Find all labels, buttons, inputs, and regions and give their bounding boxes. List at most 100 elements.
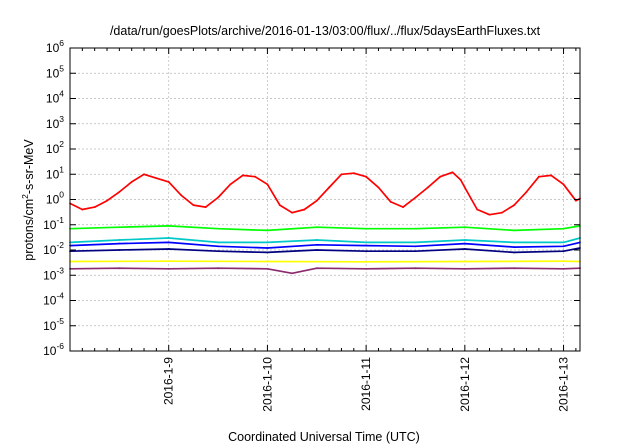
- data-point: [229, 183, 232, 186]
- data-point: [315, 267, 318, 270]
- data-point: [93, 206, 96, 209]
- x-tick-label: 2016-1-9: [162, 357, 176, 405]
- x-tick-label: 2016-1-11: [359, 357, 373, 411]
- data-point: [463, 267, 466, 270]
- series-3: [69, 241, 581, 249]
- data-point: [155, 177, 158, 180]
- data-point: [463, 226, 466, 229]
- data-point: [562, 267, 565, 270]
- data-point: [118, 242, 121, 245]
- data-point: [328, 186, 331, 189]
- x-tick-label: 2016-1-13: [557, 357, 571, 412]
- data-point: [439, 175, 442, 178]
- data-point: [365, 175, 368, 178]
- data-point: [352, 172, 355, 175]
- data-point: [217, 196, 219, 199]
- data-point: [167, 248, 170, 250]
- y-tick-label: 10-4: [43, 291, 64, 308]
- data-point: [315, 226, 318, 229]
- grid: [70, 47, 580, 352]
- y-tick-label: 102: [46, 139, 64, 156]
- data-point: [426, 186, 429, 189]
- data-point: [414, 250, 417, 253]
- data-point: [106, 199, 108, 202]
- series-line: [69, 247, 581, 254]
- y-tick-label: 101: [46, 164, 64, 181]
- data-point: [513, 229, 516, 232]
- data-point: [315, 239, 318, 241]
- data-point: [217, 245, 219, 248]
- data-point: [365, 227, 368, 230]
- data-point: [365, 267, 368, 270]
- x-tick-label: 2016-1-12: [458, 357, 472, 412]
- series-1: [69, 225, 581, 232]
- x-tick-label: 2016-1-10: [260, 357, 274, 412]
- data-point: [476, 208, 479, 211]
- data-point: [167, 180, 170, 183]
- data-point: [463, 260, 466, 263]
- data-point: [459, 178, 462, 181]
- data-point: [500, 211, 503, 214]
- data-point: [118, 190, 121, 193]
- y-tick-label: 10-5: [43, 316, 64, 333]
- y-tick-label: 100: [46, 190, 64, 207]
- data-point: [217, 267, 219, 270]
- data-point: [167, 260, 170, 263]
- data-point: [525, 190, 528, 193]
- data-point: [266, 267, 269, 270]
- data-point: [315, 249, 318, 251]
- data-point: [562, 241, 565, 244]
- data-point: [451, 171, 454, 174]
- y-tick-label: 103: [46, 114, 64, 131]
- y-tick-label: 104: [46, 89, 64, 106]
- data-point: [463, 242, 466, 245]
- data-point: [414, 267, 417, 270]
- data-point: [180, 194, 182, 196]
- y-tick-label: 10-6: [43, 341, 64, 358]
- data-point: [537, 175, 540, 178]
- data-point: [488, 213, 491, 216]
- data-point: [192, 204, 195, 207]
- series-group: [69, 171, 581, 275]
- data-point: [513, 267, 516, 270]
- data-point: [562, 260, 565, 263]
- data-point: [365, 241, 368, 244]
- data-point: [463, 186, 466, 189]
- y-tick-label: 10-2: [43, 240, 64, 257]
- data-point: [167, 225, 170, 227]
- data-point: [513, 204, 516, 207]
- series-6: [69, 267, 581, 275]
- data-point: [217, 241, 219, 244]
- data-point: [414, 241, 417, 244]
- data-point: [266, 241, 269, 244]
- data-point: [204, 206, 207, 209]
- data-point: [414, 227, 417, 230]
- y-tick-label: 10-3: [43, 265, 64, 282]
- data-point: [266, 251, 269, 254]
- series-line: [69, 171, 581, 216]
- data-point: [562, 245, 565, 248]
- data-point: [254, 175, 256, 178]
- data-point: [241, 174, 244, 177]
- data-point: [513, 246, 516, 249]
- plot-frame: [69, 47, 581, 352]
- series-line: [69, 241, 581, 249]
- data-point: [513, 251, 516, 254]
- data-point: [414, 196, 417, 199]
- data-point: [574, 199, 577, 202]
- data-point: [217, 250, 219, 253]
- data-point: [562, 250, 565, 253]
- data-point: [315, 199, 318, 202]
- data-point: [315, 243, 318, 246]
- y-tick-label: 106: [46, 38, 64, 55]
- data-point: [402, 206, 405, 209]
- data-point: [562, 227, 565, 230]
- series-line: [69, 225, 581, 232]
- data-point: [118, 226, 121, 229]
- series-line: [69, 237, 581, 244]
- data-point: [266, 247, 269, 249]
- data-point: [463, 239, 466, 241]
- data-point: [562, 183, 565, 186]
- data-point: [266, 229, 269, 232]
